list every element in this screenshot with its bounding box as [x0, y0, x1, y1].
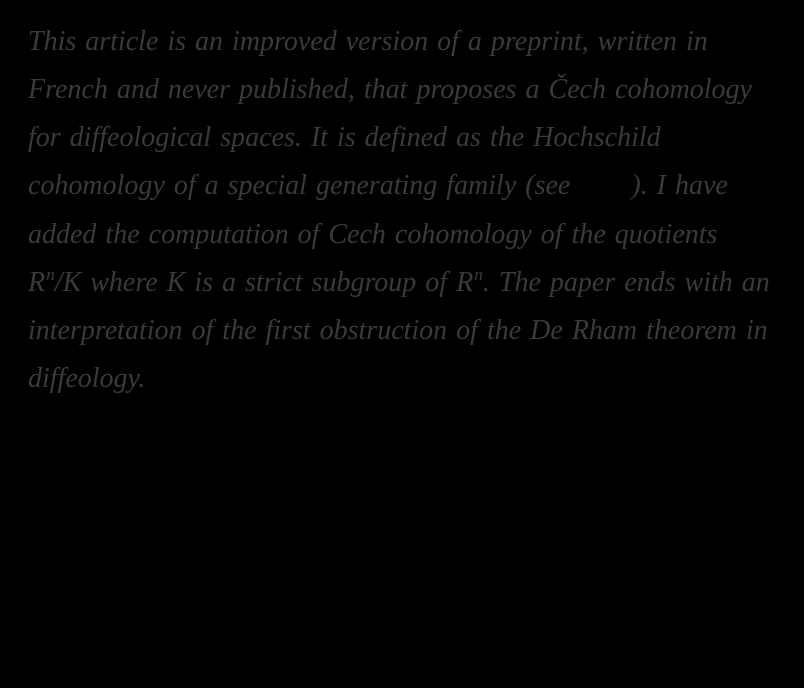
math-rn-1: Rn [28, 267, 55, 298]
abstract-text: This article is an improved version of a… [0, 0, 804, 688]
math-r-1: R [28, 267, 45, 298]
math-sup-2: n [474, 265, 483, 284]
math-r-2: R [456, 267, 473, 298]
math-rn-2: Rn [456, 267, 483, 298]
math-sup-1: n [46, 265, 55, 284]
abstract-part-3: /K where K is a strict subgroup of [55, 267, 456, 298]
